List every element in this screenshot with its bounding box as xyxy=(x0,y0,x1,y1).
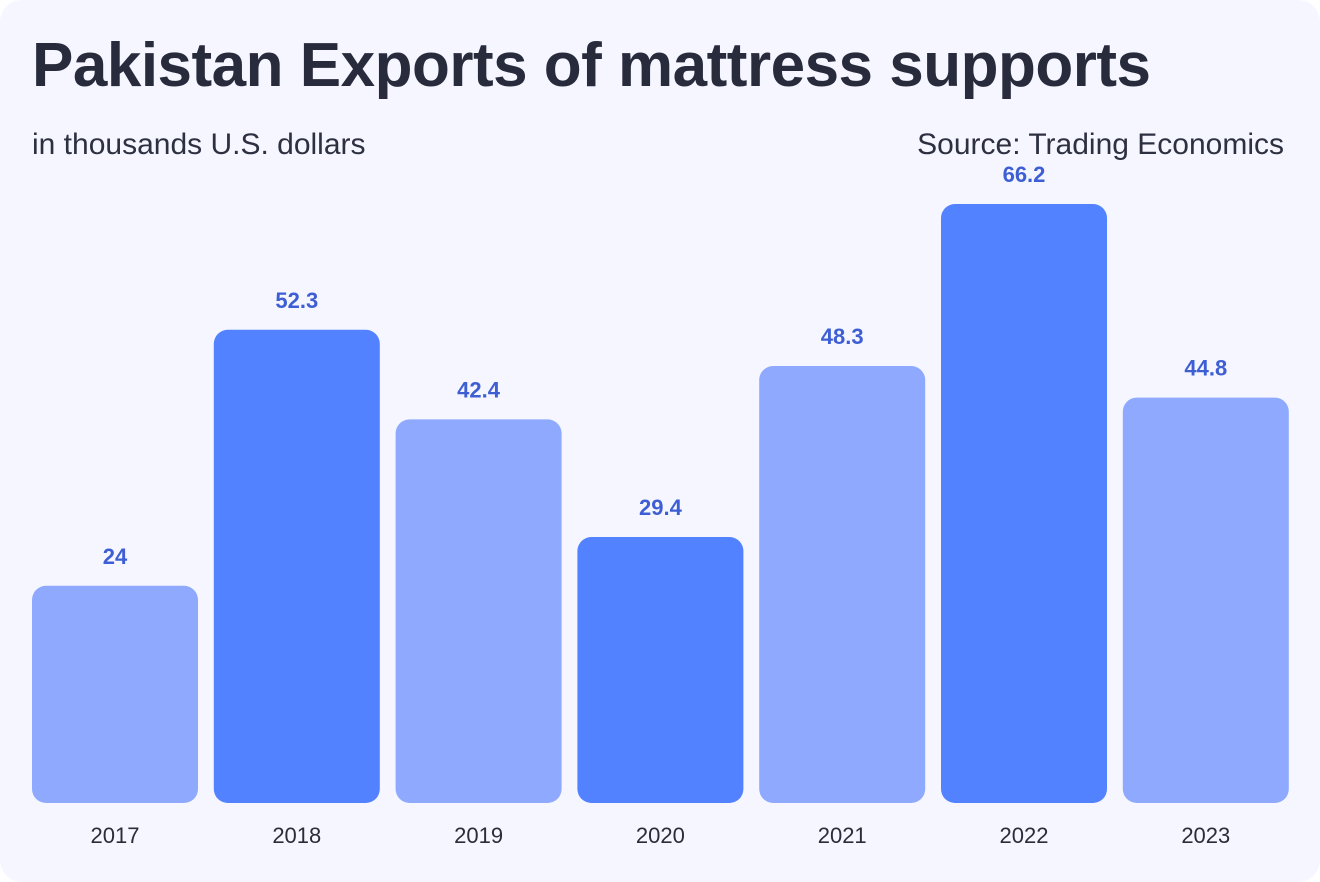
x-tick-label-2017: 2017 xyxy=(91,823,140,848)
bars-group xyxy=(32,204,1289,803)
source-note: Source: Trading Economics xyxy=(917,128,1284,161)
x-tick-label-2021: 2021 xyxy=(818,823,867,848)
bar-2017 xyxy=(32,585,198,803)
value-label-2019: 42.4 xyxy=(457,377,501,402)
value-label-2021: 48.3 xyxy=(821,324,864,349)
value-label-2017: 24 xyxy=(103,544,128,569)
x-tick-label-2019: 2019 xyxy=(454,823,503,848)
x-tick-label-2018: 2018 xyxy=(272,823,321,848)
chart-subtitle: in thousands U.S. dollars xyxy=(32,128,366,161)
value-label-2018: 52.3 xyxy=(275,288,318,313)
bar-2019 xyxy=(395,419,562,803)
bar-2018 xyxy=(213,329,380,803)
x-tick-label-2020: 2020 xyxy=(636,823,685,848)
bar-2023 xyxy=(1122,397,1289,803)
value-label-2022: 66.2 xyxy=(1003,162,1046,187)
bar-2020 xyxy=(577,537,744,803)
value-label-2023: 44.8 xyxy=(1184,356,1227,381)
x-tick-labels-group: 2017 2018 2019 2020 2021 2022 2023 xyxy=(91,823,1231,848)
value-labels-group: 24 52.3 42.4 29.4 48.3 66.2 44.8 xyxy=(103,162,1227,569)
bar-2021 xyxy=(759,366,926,803)
x-tick-label-2023: 2023 xyxy=(1181,823,1230,848)
x-tick-label-2022: 2022 xyxy=(1000,823,1049,848)
bar-2022 xyxy=(941,204,1107,803)
value-label-2020: 29.4 xyxy=(639,495,683,520)
chart-title: Pakistan Exports of mattress supports xyxy=(32,31,1151,100)
